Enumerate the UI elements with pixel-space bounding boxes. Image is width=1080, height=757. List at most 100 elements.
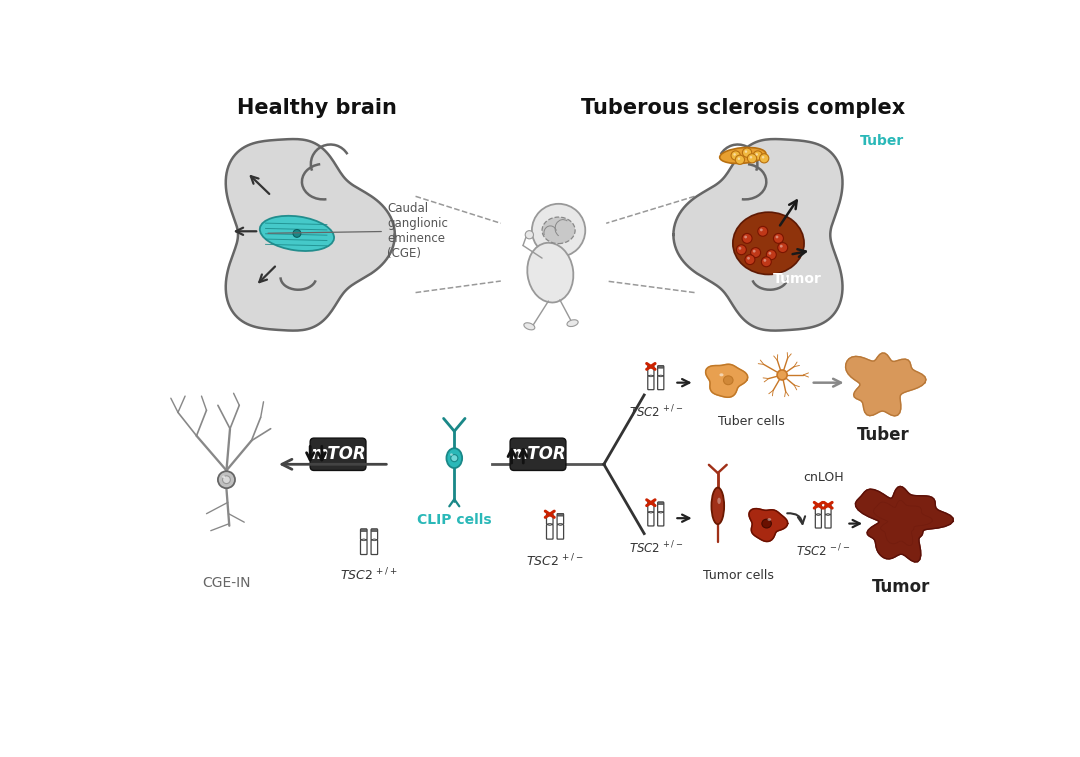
FancyBboxPatch shape	[372, 540, 378, 555]
Text: CGE-IN: CGE-IN	[202, 576, 251, 590]
Circle shape	[755, 153, 758, 156]
Ellipse shape	[659, 512, 662, 513]
Polygon shape	[748, 509, 787, 541]
FancyBboxPatch shape	[658, 502, 663, 504]
FancyBboxPatch shape	[815, 515, 822, 528]
Ellipse shape	[826, 514, 829, 516]
FancyBboxPatch shape	[658, 512, 664, 526]
Text: Tumor: Tumor	[773, 273, 822, 286]
Text: CLIP cells: CLIP cells	[417, 512, 491, 527]
Text: Healthy brain: Healthy brain	[238, 98, 397, 118]
Text: mTOR: mTOR	[510, 445, 566, 463]
Polygon shape	[846, 353, 926, 416]
Circle shape	[738, 157, 740, 160]
Circle shape	[525, 231, 534, 239]
FancyBboxPatch shape	[310, 438, 366, 470]
Ellipse shape	[218, 471, 235, 488]
Ellipse shape	[524, 322, 535, 330]
Circle shape	[775, 235, 779, 238]
Circle shape	[761, 156, 765, 158]
Circle shape	[742, 233, 752, 243]
FancyBboxPatch shape	[815, 504, 821, 507]
Ellipse shape	[527, 243, 573, 303]
Ellipse shape	[362, 539, 366, 540]
Circle shape	[747, 154, 757, 163]
Text: $\it{TSC2}$$^{\,+/-}$: $\it{TSC2}$$^{\,+/-}$	[629, 403, 683, 420]
Text: Tuber cells: Tuber cells	[718, 415, 784, 428]
Circle shape	[767, 250, 777, 260]
Circle shape	[758, 226, 768, 236]
Ellipse shape	[222, 475, 225, 478]
Ellipse shape	[659, 375, 662, 377]
Circle shape	[753, 151, 762, 160]
FancyBboxPatch shape	[361, 529, 367, 540]
Ellipse shape	[373, 539, 376, 540]
Polygon shape	[674, 139, 842, 331]
Circle shape	[761, 257, 771, 266]
Circle shape	[780, 245, 783, 248]
Ellipse shape	[450, 455, 458, 462]
FancyBboxPatch shape	[658, 366, 664, 375]
Text: Tumor: Tumor	[872, 578, 930, 597]
Circle shape	[742, 148, 752, 157]
FancyBboxPatch shape	[546, 525, 553, 539]
Ellipse shape	[724, 376, 733, 385]
Ellipse shape	[567, 319, 578, 326]
Circle shape	[778, 243, 787, 253]
Text: Caudal
ganglionic
eminence
(CGE): Caudal ganglionic eminence (CGE)	[268, 202, 448, 260]
Ellipse shape	[761, 519, 771, 528]
FancyBboxPatch shape	[557, 514, 564, 525]
Circle shape	[773, 233, 783, 243]
FancyBboxPatch shape	[372, 529, 377, 531]
FancyBboxPatch shape	[658, 366, 663, 368]
FancyBboxPatch shape	[658, 502, 664, 512]
FancyBboxPatch shape	[658, 376, 664, 390]
FancyBboxPatch shape	[648, 366, 653, 368]
Circle shape	[735, 155, 744, 164]
Ellipse shape	[649, 512, 652, 513]
Text: Tumor cells: Tumor cells	[702, 569, 773, 581]
Text: $\it{TSC2}$$^{\,+/-}$: $\it{TSC2}$$^{\,+/-}$	[526, 553, 584, 569]
FancyBboxPatch shape	[372, 529, 378, 540]
FancyBboxPatch shape	[557, 513, 564, 516]
FancyBboxPatch shape	[825, 515, 832, 528]
Circle shape	[751, 248, 760, 257]
Polygon shape	[226, 139, 395, 331]
FancyBboxPatch shape	[815, 505, 822, 515]
Circle shape	[750, 156, 753, 158]
Ellipse shape	[717, 497, 720, 504]
Text: Tuber: Tuber	[860, 134, 904, 148]
Text: Tuber: Tuber	[856, 426, 909, 444]
FancyBboxPatch shape	[825, 505, 832, 515]
Text: mTOR: mTOR	[310, 445, 366, 463]
Ellipse shape	[542, 217, 576, 244]
Ellipse shape	[768, 518, 771, 521]
FancyBboxPatch shape	[825, 504, 831, 507]
FancyBboxPatch shape	[510, 438, 566, 470]
FancyBboxPatch shape	[361, 529, 367, 531]
Polygon shape	[705, 364, 747, 397]
Circle shape	[745, 151, 747, 153]
Circle shape	[764, 259, 767, 262]
Ellipse shape	[649, 375, 652, 377]
Circle shape	[759, 154, 769, 163]
Text: $\it{TSC2}$$^{\,+/-}$: $\it{TSC2}$$^{\,+/-}$	[629, 540, 683, 556]
Ellipse shape	[260, 216, 334, 251]
FancyBboxPatch shape	[648, 366, 654, 375]
Ellipse shape	[450, 453, 453, 456]
FancyBboxPatch shape	[648, 376, 654, 390]
FancyBboxPatch shape	[648, 502, 654, 512]
FancyBboxPatch shape	[648, 512, 654, 526]
Circle shape	[739, 247, 741, 250]
FancyBboxPatch shape	[557, 525, 564, 539]
Ellipse shape	[222, 476, 230, 484]
Circle shape	[733, 153, 735, 156]
FancyBboxPatch shape	[546, 514, 553, 525]
Ellipse shape	[778, 370, 787, 380]
Ellipse shape	[558, 524, 563, 525]
Text: cnLOH: cnLOH	[802, 471, 843, 484]
Circle shape	[769, 252, 771, 254]
Ellipse shape	[816, 514, 820, 516]
Text: $\it{TSC2}$$^{\,-/-}$: $\it{TSC2}$$^{\,-/-}$	[796, 542, 850, 559]
FancyBboxPatch shape	[546, 513, 553, 516]
